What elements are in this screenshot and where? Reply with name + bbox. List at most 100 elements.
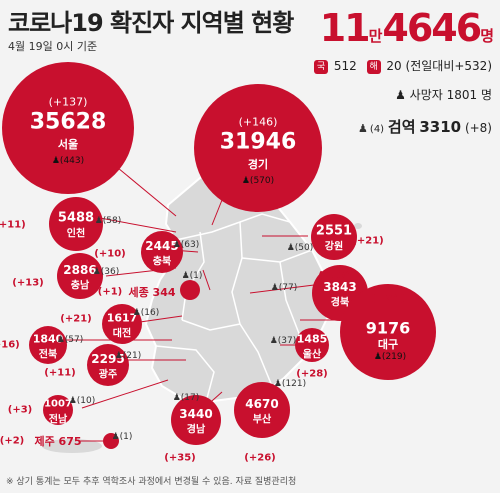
region-deaths: ♟(37): [269, 336, 297, 346]
total-unit-a: 만: [368, 27, 383, 45]
total-cases-a: 11: [319, 6, 371, 50]
region-count: 1617: [106, 311, 138, 325]
bubble-chungbuk: [141, 231, 183, 273]
region-name: 광주: [98, 369, 118, 381]
region-increase: (+1): [97, 286, 123, 298]
region-count: 2551: [315, 223, 353, 239]
region-name-count: 세종 344: [128, 286, 176, 299]
region-increase: (+2): [0, 435, 25, 447]
region-count: 3843: [323, 280, 357, 294]
region-deaths: ♟(1): [181, 271, 203, 281]
region-name: 대전: [112, 328, 132, 340]
quarantine-deaths: (4): [369, 124, 385, 135]
quarantine-label: 검역: [387, 118, 416, 136]
region-increase: (+3): [7, 404, 33, 416]
region-increase: (+28): [296, 368, 328, 380]
page-title: 코로나19 확진자 지역별 현황: [8, 9, 294, 37]
region-deaths: ♟(219): [373, 352, 407, 362]
region-count: 1840: [32, 332, 64, 346]
new-cases-breakdown: 국 512 해 20 (전일대비+532): [314, 57, 492, 74]
bubble-ulsan: [295, 328, 329, 362]
region-name: 부산: [252, 414, 272, 426]
total-cases-b: 4646: [382, 6, 482, 50]
region-increase: (+26): [244, 452, 276, 464]
footnote: ※ 상기 통계는 모두 추후 역학조사 과정에서 변경될 수 있음. 자료 질병…: [6, 477, 297, 487]
region-increase: (+11): [44, 367, 76, 379]
bubble-chungnam: [57, 253, 103, 299]
region-deaths: ♟(443): [51, 156, 85, 166]
bubble-jeonbuk: [29, 326, 67, 364]
region-name: 울산: [302, 349, 322, 361]
region-count: 1485: [296, 332, 328, 346]
quarantine-count: 3310: [419, 118, 462, 136]
region-deaths: ♟(77): [270, 283, 298, 293]
bubble-sejong: [180, 280, 200, 300]
region-count: 3440: [179, 407, 213, 421]
region-increase: (+16): [0, 339, 20, 351]
person-icon: ♟: [358, 122, 368, 135]
bubble-gangwon: [311, 214, 357, 260]
daily-change: (전일대비+532): [405, 59, 492, 73]
region-increase: (+10): [94, 248, 126, 260]
region-name: 강원: [324, 241, 344, 253]
bubble-busan: [234, 382, 290, 438]
region-name: 전남: [48, 414, 68, 426]
domestic-count: 512: [333, 59, 357, 73]
region-deaths: ♟(36): [92, 267, 120, 277]
region-deaths: ♟(570): [241, 176, 275, 186]
deaths-text: 사망자 1801 명: [409, 88, 492, 102]
bubble-gwangju: [87, 344, 129, 386]
region-name: 경북: [330, 297, 350, 309]
ulleung-island: [354, 223, 362, 229]
jeju-island: [42, 439, 102, 453]
domestic-badge: 국: [314, 59, 329, 74]
region-count: 5488: [57, 210, 95, 226]
region-deaths: ♟(63): [172, 240, 200, 250]
region-count: 35628: [29, 109, 107, 135]
region-increase: (+137): [48, 95, 88, 109]
region-count: 2295: [91, 352, 125, 366]
region-deaths: ♟(21): [114, 351, 142, 361]
bubble-gyeonggi: [194, 84, 322, 212]
region-deaths: ♟(17): [172, 393, 200, 403]
base-date: 4월 19일 0시 기준: [8, 40, 98, 53]
region-count: 1007: [44, 398, 72, 410]
region-increase: (+19): [318, 270, 350, 282]
region-name: 경남: [186, 424, 206, 436]
region-deaths: ♟(121): [273, 379, 307, 389]
region-bubbles: [2, 62, 436, 449]
region-name: 충북: [152, 256, 172, 268]
region-deaths: ♟(58): [94, 216, 122, 226]
region-name: 서울: [57, 138, 79, 151]
total-unit-b: 명: [480, 27, 494, 45]
region-deaths: ♟(10): [68, 396, 96, 406]
region-deaths: ♟(16): [132, 308, 160, 318]
region-deaths: ♟(1): [111, 432, 133, 442]
region-name-count: 제주 675: [34, 435, 82, 448]
region-name: 대구: [377, 338, 399, 351]
bubble-incheon: [49, 197, 103, 251]
region-increase: (+21): [60, 313, 92, 325]
region-name: 충남: [70, 280, 90, 292]
quarantine-stat: ♟ (4) 검역 3310 (+8): [358, 116, 492, 137]
overseas-count: 20: [386, 59, 402, 73]
region-name: 인천: [66, 228, 86, 240]
region-increase: (+35): [164, 452, 196, 464]
overseas-badge: 해: [366, 59, 381, 74]
region-count: 2886: [63, 263, 97, 277]
region-increase: (+13): [12, 277, 44, 289]
region-increase: (+24): [370, 291, 406, 305]
region-deaths: ♟(57): [56, 335, 84, 345]
deaths-total: ♟ 사망자 1801 명: [395, 86, 492, 103]
bubble-seoul: [2, 62, 134, 194]
region-count: 4670: [245, 397, 279, 411]
province-borders: [155, 213, 313, 403]
bubble-daegu: [340, 284, 436, 380]
region-count: 31946: [219, 129, 297, 155]
region-increase: (+21): [352, 235, 384, 247]
region-count: 2445: [145, 239, 179, 253]
bubble-daejeon: [102, 304, 142, 344]
region-name: 전북: [38, 349, 58, 361]
